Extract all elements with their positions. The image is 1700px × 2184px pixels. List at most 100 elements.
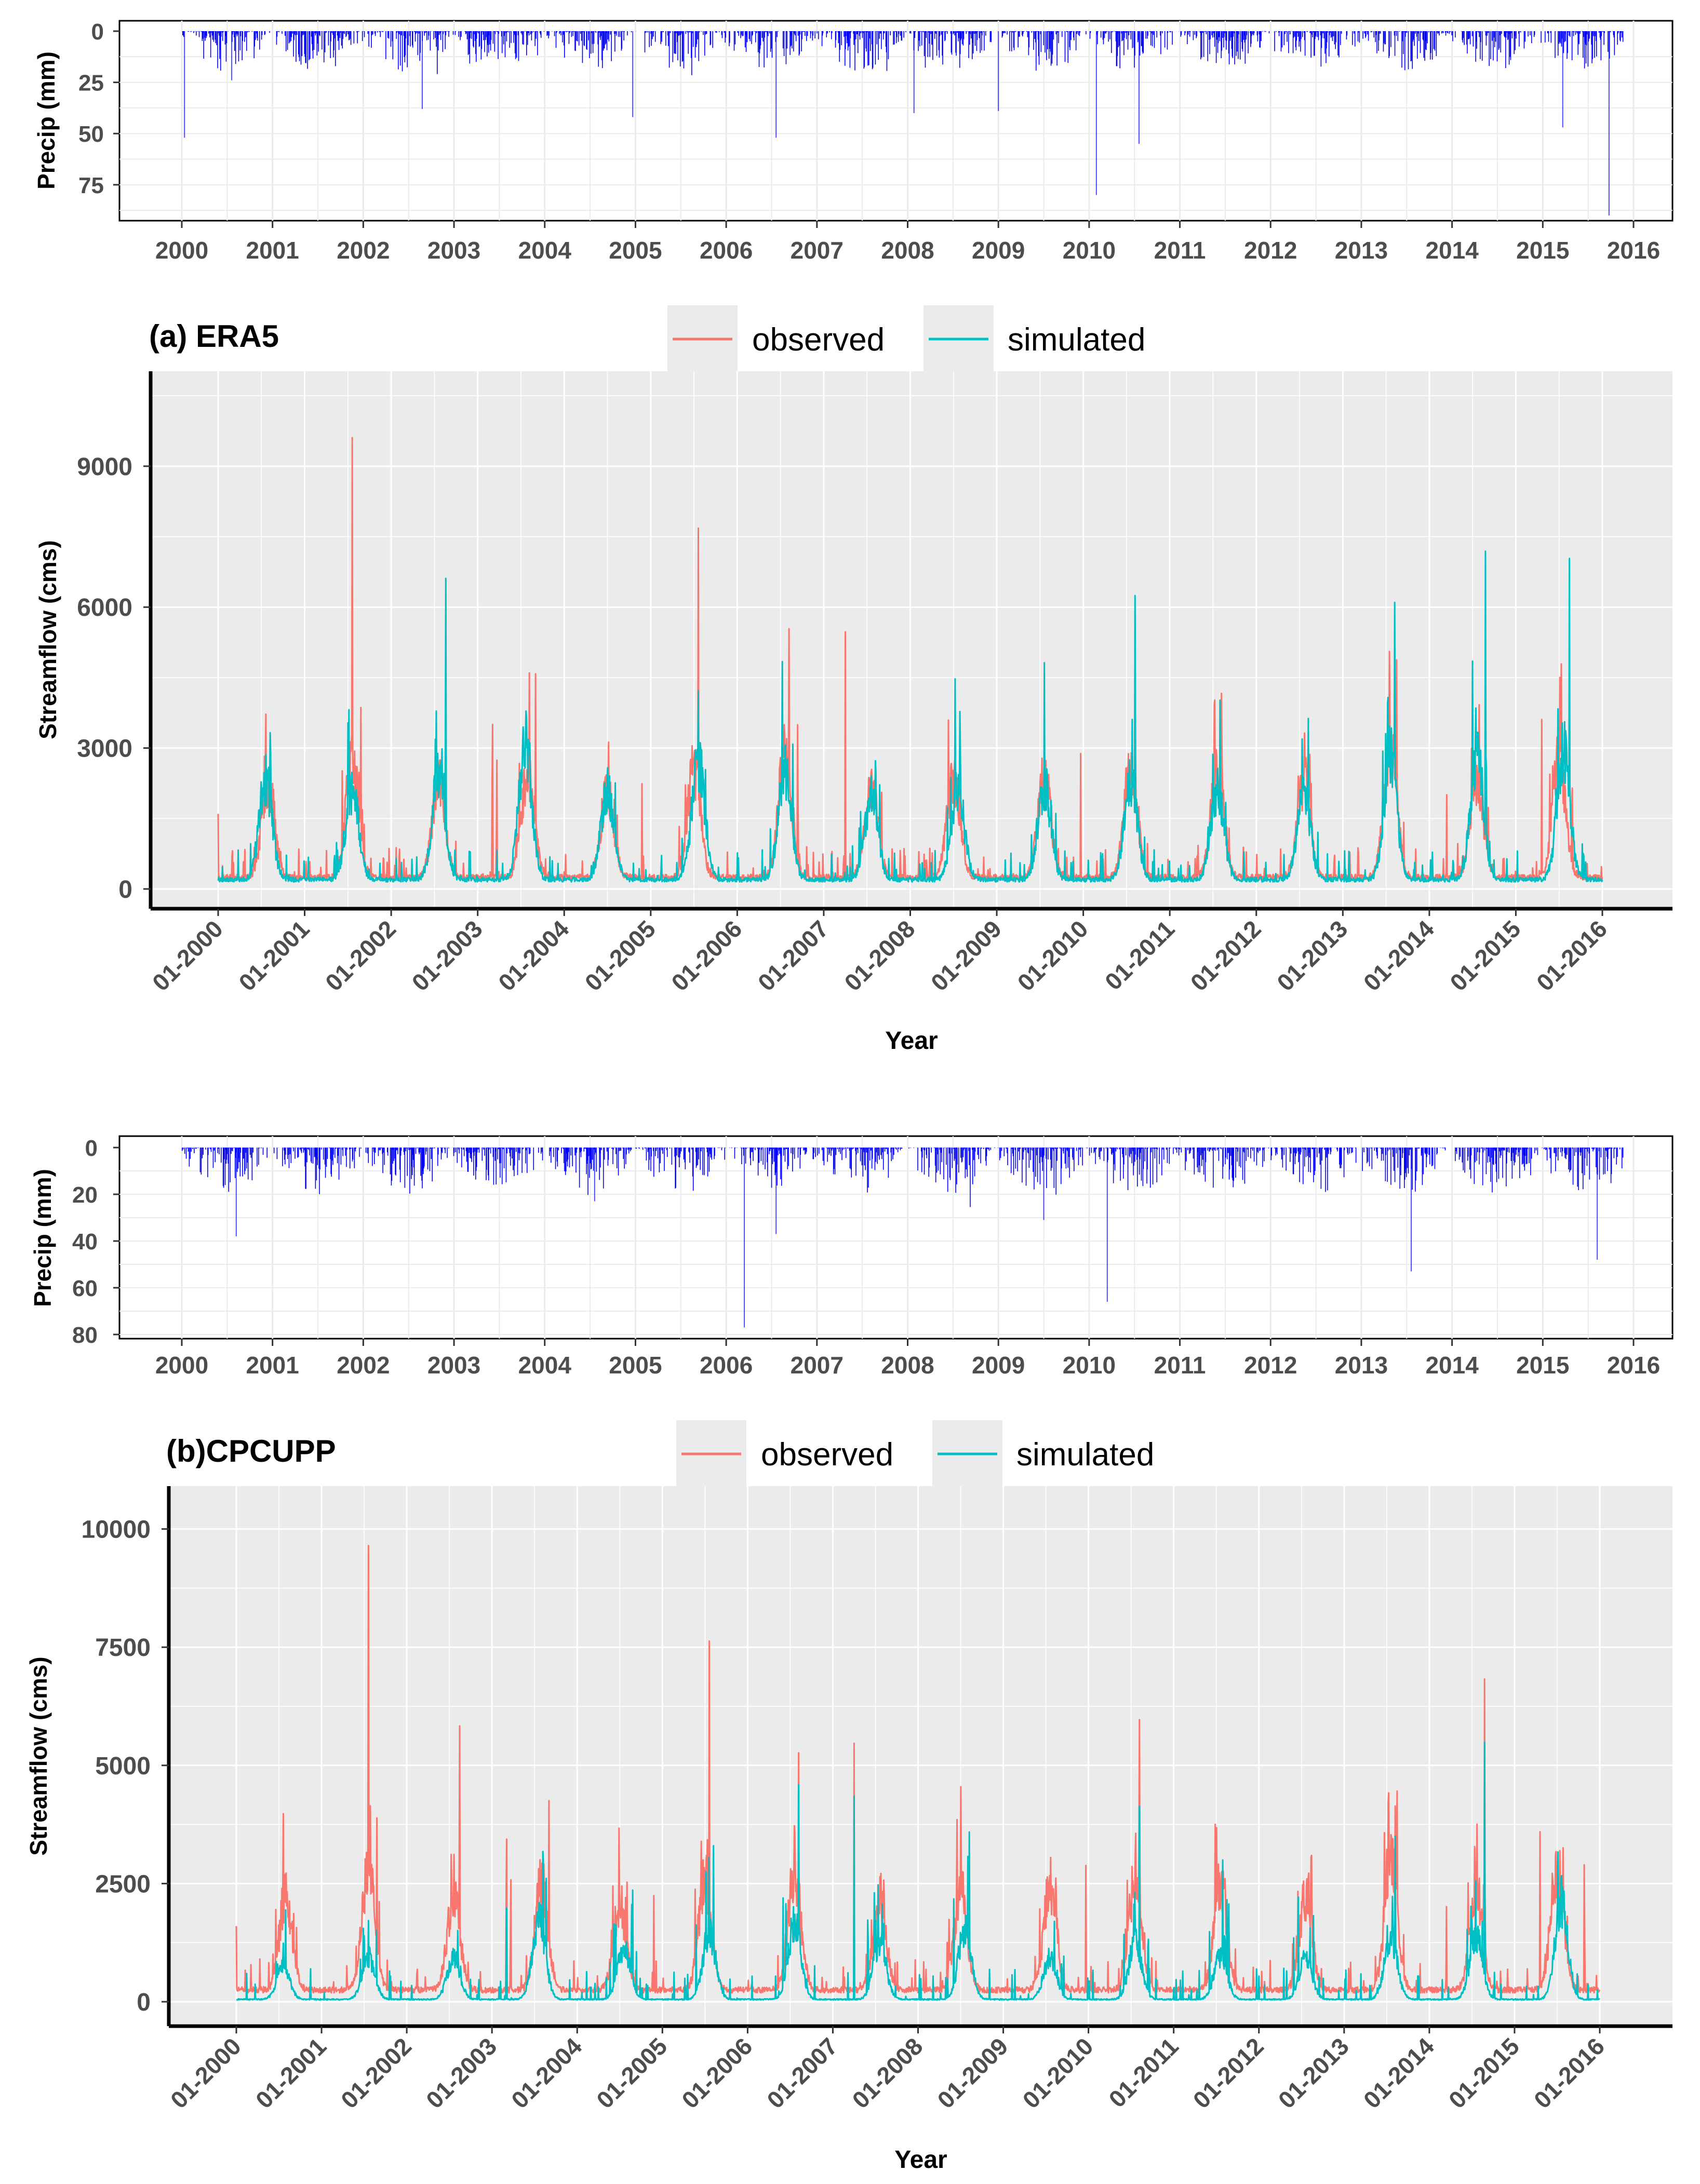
x-tick-label: 01-2011 <box>1103 2032 1183 2112</box>
legend-label-observed: observed <box>752 322 885 358</box>
y-tick-label: 0 <box>85 1136 98 1161</box>
x-tick-label: 01-2006 <box>666 915 747 996</box>
legend-cpcupp: observed simulated <box>676 1420 1154 1488</box>
x-tick-label: 2001 <box>246 237 299 264</box>
x-tick-label: 01-2014 <box>1358 2032 1439 2113</box>
x-tick-label: 01-2007 <box>753 915 834 996</box>
x-tick-label: 2008 <box>881 1352 934 1379</box>
streamflow-era5-x-axis-title: Year <box>885 1027 938 1055</box>
precip-cpcupp-border <box>118 1135 1674 1340</box>
precip-era5-y-axis-title: Precip (mm) <box>33 51 60 190</box>
legend-label-simulated: simulated <box>1008 322 1145 358</box>
x-tick-label: 01-2010 <box>1018 2032 1099 2113</box>
x-tick-label: 01-2000 <box>165 2032 246 2113</box>
x-tick-label: 01-2006 <box>676 2032 757 2113</box>
x-tick-label: 01-2015 <box>1444 915 1525 996</box>
x-tick-label: 2016 <box>1607 1352 1660 1379</box>
x-tick-label: 01-2008 <box>847 2032 928 2113</box>
streamflow-cpcupp-plot-bg <box>169 1486 1672 2026</box>
x-tick-label: 01-2013 <box>1271 915 1353 996</box>
streamflow-cpcupp-x-ticks: 01-2000 01-2001 01-2002 01-2003 01-2004 01-20… <box>165 2026 1610 2113</box>
y-tick-label: 5000 <box>95 1752 151 1780</box>
y-tick-label: 7500 <box>95 1634 151 1662</box>
precip-era5-border <box>118 20 1674 222</box>
x-tick-label: 2003 <box>427 237 480 264</box>
y-tick-label: 6000 <box>77 594 132 622</box>
x-tick-label: 2003 <box>427 1352 480 1379</box>
x-tick-label: 01-2003 <box>421 2032 502 2113</box>
panel-title-b: (b)CPCUPP <box>166 1434 336 1468</box>
x-tick-label: 2016 <box>1607 237 1660 264</box>
y-tick-label: 40 <box>72 1229 98 1255</box>
x-tick-label: 2007 <box>791 1352 844 1379</box>
x-tick-label: 2000 <box>155 1352 208 1379</box>
precip-cpcupp-y-axis-title: Precip (mm) <box>29 1169 56 1307</box>
streamflow-era5-y-axis-title: Streamflow (cms) <box>34 540 61 739</box>
x-tick-label: 2004 <box>518 1352 572 1379</box>
y-tick-label: 0 <box>118 876 132 904</box>
x-tick-label: 01-2003 <box>407 915 488 996</box>
precip-era5-panel: 0 25 50 75 2000 2001 2002 2003 2004 2005 2006 2007… <box>33 19 1674 264</box>
x-tick-label: 2001 <box>246 1352 299 1379</box>
streamflow-era5-x-ticks: 01-2000 01-2001 01-2002 01-2003 01-2004 01-20… <box>147 909 1612 996</box>
x-tick-label: 2014 <box>1425 1352 1479 1379</box>
x-tick-label: 2015 <box>1516 1352 1569 1379</box>
x-tick-label: 2013 <box>1335 1352 1388 1379</box>
x-tick-label: 01-2009 <box>932 2032 1013 2113</box>
x-tick-label: 2011 <box>1154 1352 1206 1379</box>
streamflow-cpcupp-series <box>235 1545 1601 2001</box>
x-tick-label: 2012 <box>1244 237 1297 264</box>
x-tick-label: 01-2016 <box>1531 915 1612 996</box>
x-tick-label: 2011 <box>1154 237 1206 264</box>
x-tick-label: 2013 <box>1335 237 1388 264</box>
precip-era5-x-ticks: 2000 2001 2002 2003 2004 2005 2006 2007 2008 2009… <box>155 221 1660 264</box>
y-tick-label: 2500 <box>95 1870 151 1898</box>
x-tick-label: 01-2011 <box>1100 915 1180 995</box>
panel-title-a: (a) ERA5 <box>149 319 279 354</box>
legend-label-observed: observed <box>761 1437 893 1473</box>
x-tick-label: 2005 <box>609 1352 662 1379</box>
y-tick-label: 0 <box>91 19 104 45</box>
y-tick-label: 50 <box>78 122 104 147</box>
x-tick-label: 01-2015 <box>1443 2032 1524 2113</box>
x-tick-label: 2002 <box>337 1352 390 1379</box>
precip-cpcupp-grid <box>119 1136 1672 1339</box>
legend-label-simulated: simulated <box>1016 1437 1154 1473</box>
precip-era5-grid <box>119 21 1672 221</box>
streamflow-era5-grid <box>151 371 1672 909</box>
x-tick-label: 2008 <box>881 237 934 264</box>
precip-era5-y-ticks: 0 25 50 75 <box>78 19 119 198</box>
streamflow-era5-plot-bg <box>151 371 1672 909</box>
streamflow-cpcupp-y-ticks: 0 2500 5000 7500 10000 <box>82 1516 169 2016</box>
x-tick-label: 01-2001 <box>233 915 314 996</box>
x-tick-label: 2009 <box>972 1352 1025 1379</box>
x-tick-label: 01-2010 <box>1012 915 1093 996</box>
x-tick-label: 01-2000 <box>147 915 228 996</box>
x-tick-label: 2010 <box>1063 1352 1116 1379</box>
x-tick-label: 01-2004 <box>493 915 574 996</box>
x-tick-label: 01-2008 <box>839 915 920 996</box>
series-observed-line <box>235 1545 1601 1994</box>
x-tick-label: 01-2002 <box>320 915 401 996</box>
y-tick-label: 75 <box>78 173 104 198</box>
x-tick-label: 2002 <box>337 237 390 264</box>
precip-cpcupp-x-ticks: 2000 2001 2002 2003 2004 2005 2006 2007 2008 2009… <box>155 1339 1660 1379</box>
x-tick-label: 01-2016 <box>1529 2032 1610 2113</box>
y-tick-label: 80 <box>72 1323 98 1348</box>
streamflow-cpcupp-grid <box>169 1486 1672 2026</box>
x-tick-label: 2005 <box>609 237 662 264</box>
y-tick-label: 0 <box>137 1989 151 2016</box>
streamflow-cpcupp-y-axis-title: Streamflow (cms) <box>25 1656 52 1855</box>
x-tick-label: 01-2004 <box>506 2032 587 2113</box>
y-tick-label: 60 <box>72 1276 98 1301</box>
precip-era5-bars <box>182 31 1625 215</box>
y-tick-label: 20 <box>72 1182 98 1208</box>
streamflow-era5-series <box>217 437 1603 883</box>
x-tick-label: 01-2005 <box>580 915 661 996</box>
x-tick-label: 2000 <box>155 237 208 264</box>
x-tick-label: 2009 <box>972 237 1025 264</box>
x-tick-label: 01-2012 <box>1188 2032 1269 2113</box>
series-simulated-line <box>236 1741 1600 2001</box>
x-tick-label: 01-2009 <box>926 915 1007 996</box>
